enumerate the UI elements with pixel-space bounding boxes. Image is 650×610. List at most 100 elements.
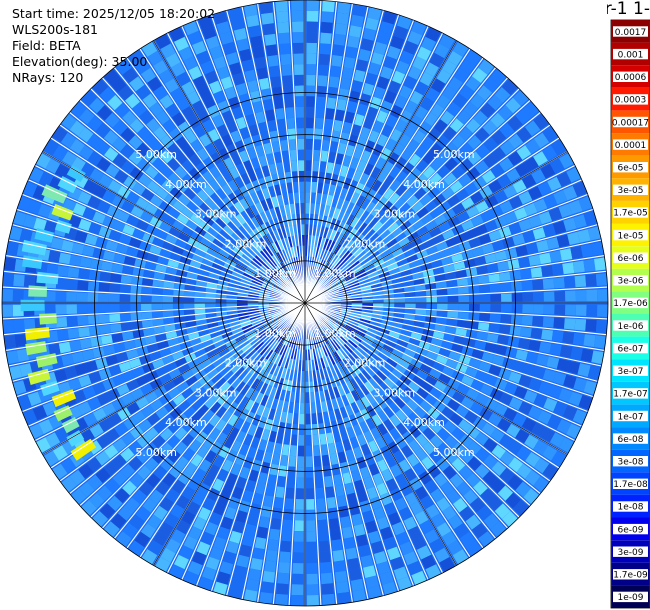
range-gate (219, 31, 234, 45)
range-gate (120, 464, 135, 479)
range-gate (490, 478, 506, 494)
range-gate (427, 186, 441, 199)
range-gate (339, 310, 351, 315)
range-gate (339, 288, 350, 294)
range-gate (204, 70, 218, 85)
range-gate (271, 352, 279, 364)
range-gate (373, 299, 384, 303)
range-gate (198, 576, 213, 591)
ray (12, 304, 302, 395)
range-gate (336, 197, 345, 210)
range-gate (424, 479, 438, 494)
ray-separator (69, 302, 306, 495)
range-gate (419, 232, 432, 243)
range-gate (271, 341, 280, 351)
range-gate (270, 76, 281, 88)
range-gate (408, 260, 421, 269)
range-gate (491, 147, 506, 162)
range-gate (349, 337, 360, 346)
range-gate (155, 110, 170, 125)
range-gate (597, 289, 608, 302)
range-gate (268, 351, 276, 362)
range-gate (395, 119, 408, 133)
range-gate (388, 192, 400, 205)
range-gate (464, 410, 478, 424)
range-gate (277, 355, 285, 367)
range-gate (306, 584, 319, 596)
range-gate (583, 259, 596, 272)
range-gate (79, 108, 95, 125)
range-gate (373, 303, 384, 307)
ray (307, 49, 482, 300)
ray-separator (195, 19, 306, 304)
range-gate (312, 348, 317, 360)
range-gate (331, 130, 341, 143)
range-gate (324, 318, 334, 326)
range-gate (50, 237, 64, 250)
range-gate (281, 150, 290, 162)
range-gate (274, 329, 283, 340)
range-gate (305, 149, 313, 161)
range-gate (192, 492, 205, 506)
range-gate (375, 385, 386, 397)
ray-separator (304, 302, 605, 351)
range-gate (268, 325, 279, 334)
range-gate (238, 369, 249, 381)
range-gate (523, 101, 540, 118)
range-gate (595, 273, 608, 286)
range-gate (350, 288, 362, 293)
range-gate (226, 299, 237, 303)
range-gate (322, 139, 330, 152)
range-gate (263, 98, 274, 111)
range-gate (235, 476, 247, 490)
range-gate (173, 554, 189, 570)
range-gate (147, 413, 161, 426)
range-gate (342, 155, 352, 167)
range-gate (331, 173, 339, 186)
range-gate (152, 358, 165, 369)
range-gate (473, 176, 487, 190)
range-gate (231, 363, 242, 374)
range-gate (194, 248, 206, 258)
range-gate (189, 439, 202, 453)
range-gate (277, 475, 286, 488)
range-gate (572, 181, 588, 197)
range-gate (356, 137, 367, 150)
range-gate (86, 133, 102, 149)
range-gate (191, 254, 204, 263)
range-gate (223, 370, 234, 381)
range-gate (109, 283, 121, 293)
range-gate (354, 329, 366, 337)
range-gate (135, 396, 149, 409)
range-gate (203, 363, 215, 374)
range-gate (347, 35, 360, 49)
range-gate (310, 256, 315, 268)
range-gate (206, 282, 218, 289)
range-gate (466, 167, 481, 181)
range-gate (418, 341, 431, 350)
range-gate (482, 471, 498, 486)
range-gate (461, 219, 474, 231)
range-gate (510, 281, 523, 291)
range-gate (516, 145, 532, 160)
range-gate (394, 344, 406, 353)
range-gate (341, 345, 351, 356)
range-gate (163, 214, 176, 226)
range-gate (185, 375, 198, 387)
colorbar-tick-bg (613, 116, 648, 128)
range-gate (153, 126, 167, 141)
range-gate (275, 486, 285, 498)
range-gate (250, 390, 259, 402)
arc-gate (53, 405, 73, 422)
range-gate (23, 275, 36, 288)
range-gate (328, 442, 336, 455)
range-gate (470, 402, 484, 415)
range-gate (340, 461, 350, 474)
range-gate (381, 124, 393, 138)
range-gate (335, 153, 344, 165)
range-gate (508, 222, 522, 235)
range-gate (282, 75, 293, 87)
range-gate (277, 21, 290, 34)
range-gate (435, 281, 447, 289)
range-gate (89, 97, 105, 114)
